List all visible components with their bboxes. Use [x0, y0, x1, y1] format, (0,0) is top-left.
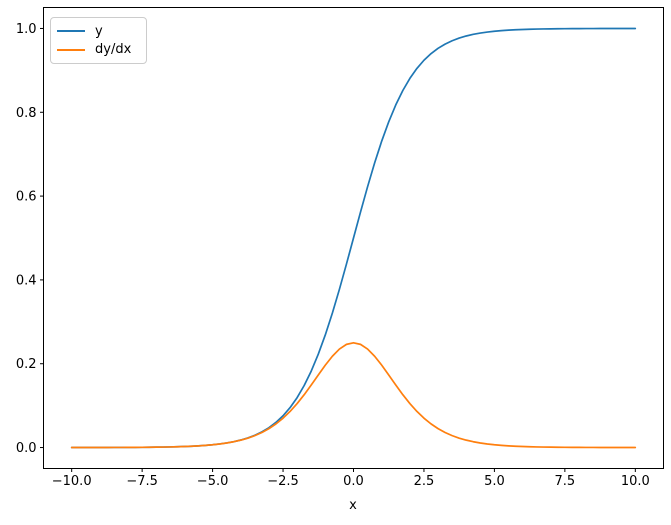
x-tick-label: −2.5	[267, 474, 299, 489]
x-tick-label: 10.0	[621, 474, 650, 489]
legend-line-swatch-y	[57, 30, 85, 33]
y-tick-label: 0.8	[16, 106, 37, 121]
y-tick-label: 0.0	[16, 441, 37, 456]
legend-line-swatch-dydx	[57, 48, 85, 51]
y-tick-label: 0.6	[16, 190, 37, 205]
x-tick-label: 2.5	[414, 474, 435, 489]
legend-item-y: y	[57, 22, 138, 40]
x-axis-label: x	[349, 498, 357, 513]
series-line-y	[70, 27, 637, 449]
y-tick-label: 0.2	[16, 357, 37, 372]
legend-label-y: y	[95, 23, 103, 39]
x-tick-label: 5.0	[484, 474, 505, 489]
x-tick-label: −7.5	[126, 474, 158, 489]
x-tick-label: −5.0	[197, 474, 229, 489]
x-tick-label: 7.5	[555, 474, 576, 489]
x-tick-label: 0.0	[343, 474, 364, 489]
y-tick-label: 0.4	[16, 273, 37, 288]
x-tick-label: −10.0	[52, 474, 92, 489]
y-tick-label: 1.0	[16, 22, 37, 37]
legend-item-dydx: dy/dx	[57, 41, 138, 59]
legend: y dy/dx	[50, 17, 147, 64]
series-line-dydx	[70, 341, 637, 449]
legend-label-dydx: dy/dx	[95, 42, 132, 58]
